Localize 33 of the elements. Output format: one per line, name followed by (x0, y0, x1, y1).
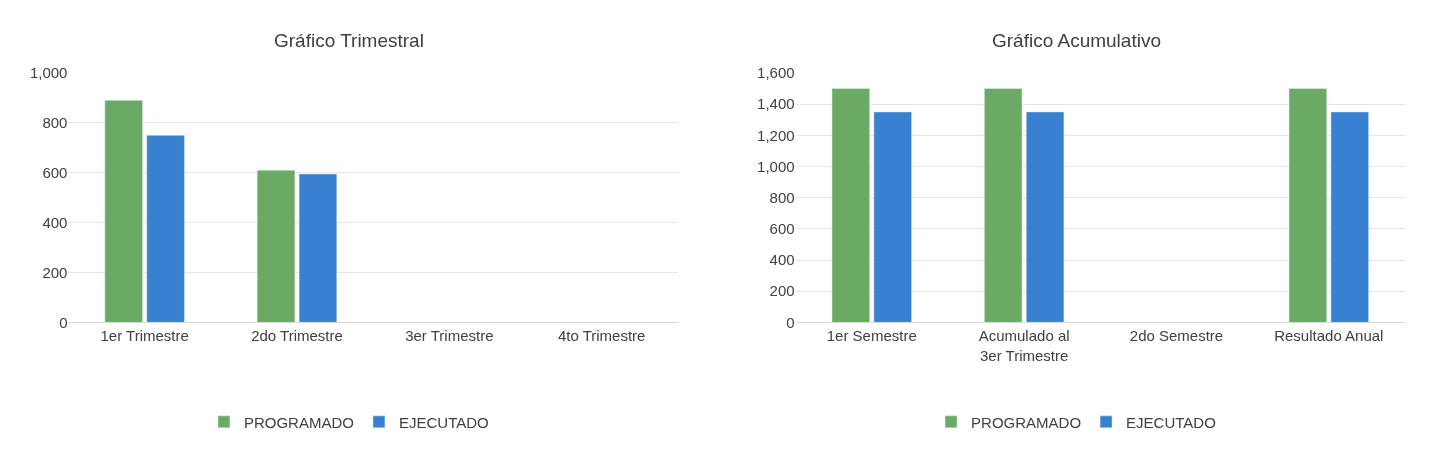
chart-title: Gráfico Trimestral (274, 30, 424, 51)
chart-title: Gráfico Acumulativo (992, 30, 1161, 51)
y-tick-label: 1,200 (757, 126, 795, 144)
y-tick-label: 1,400 (757, 95, 795, 113)
bar (104, 100, 143, 323)
bar (298, 173, 338, 323)
y-tick-label: 200 (769, 282, 795, 300)
x-tick-label: 4to Trimestre (557, 327, 646, 345)
y-tick-label: 1,600 (757, 64, 795, 82)
x-tick-label: Acumulado al 3er Trimestre (978, 327, 1070, 364)
x-tick-label: 2do Semestre (1129, 327, 1224, 345)
y-tick-label: 1,000 (757, 157, 795, 175)
x-tick-label: 1er Trimestre (100, 327, 189, 345)
y-tick-label: 1,000 (29, 64, 68, 82)
y-tick-label: 200 (42, 263, 68, 281)
y-tick-label: 600 (769, 220, 795, 238)
y-tick-label: 400 (769, 251, 795, 269)
bar (256, 169, 296, 323)
y-tick-label: 0 (786, 313, 795, 331)
y-tick-label: 0 (59, 313, 68, 331)
y-tick-label: 600 (42, 163, 68, 181)
legend-label: EJECUTADO (398, 413, 489, 431)
y-tick-label: 800 (42, 114, 68, 132)
legend-label: PROGRAMADO (971, 413, 1082, 431)
legend-label: EJECUTADO (1126, 413, 1216, 431)
y-tick-label: 400 (42, 213, 68, 231)
x-tick-label: 1er Semestre (826, 327, 917, 345)
x-tick-label: 3er Trimestre (405, 327, 494, 345)
bar (146, 135, 185, 323)
legend-label: PROGRAMADO (243, 413, 354, 431)
x-tick-label: Resultado Anual (1274, 327, 1384, 345)
y-tick-label: 800 (769, 188, 795, 206)
x-tick-label: 2do Trimestre (251, 327, 343, 345)
